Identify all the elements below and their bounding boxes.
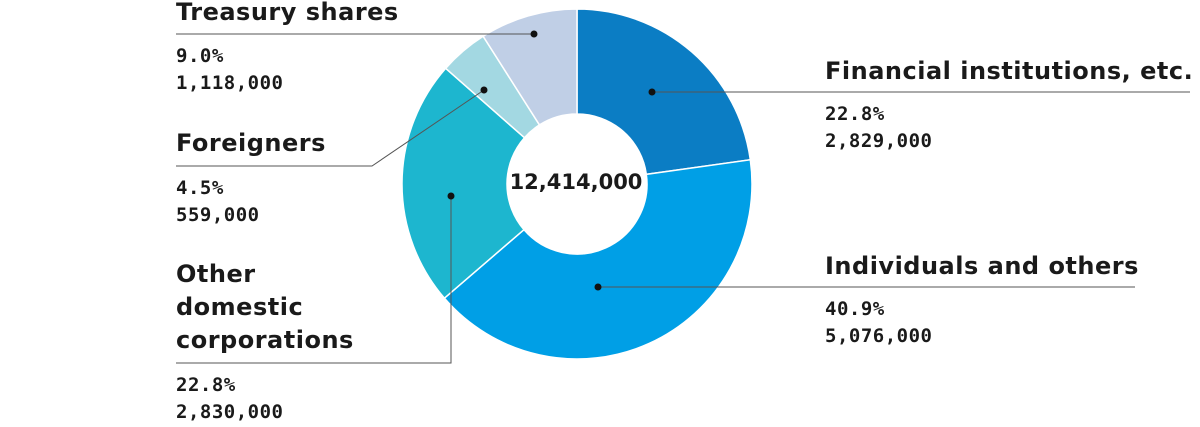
slice-other-domestic-corporations bbox=[401, 67, 526, 300]
slice-label-line: corporations bbox=[176, 326, 354, 354]
slice-percent-foreigners: 4.5% bbox=[176, 177, 224, 199]
slice-value-individuals-and-others: 5,076,000 bbox=[825, 325, 933, 347]
leader-lines bbox=[176, 30, 1190, 364]
slice-percent-treasury-shares: 9.0% bbox=[176, 45, 224, 67]
leader-dot bbox=[480, 86, 488, 94]
slice-value-treasury-shares: 1,118,000 bbox=[176, 72, 284, 94]
slice-percent-individuals-and-others: 40.9% bbox=[825, 298, 885, 320]
slice-values-foreigners: 4.5% 559,000 bbox=[176, 175, 260, 229]
slice-values-individuals-and-others: 40.9% 5,076,000 bbox=[825, 296, 932, 350]
slice-label-line: domestic bbox=[176, 293, 304, 321]
slice-values-other-domestic-corporations: 22.8% 2,830,000 bbox=[176, 372, 283, 426]
total-label: 12,414,000 bbox=[509, 170, 643, 194]
leader-dot bbox=[594, 283, 602, 291]
slice-percent-other-domestic-corporations: 22.8% bbox=[176, 374, 236, 396]
slice-value-financial-institutions: 2,829,000 bbox=[825, 130, 933, 152]
slice-values-financial-institutions: 22.8% 2,829,000 bbox=[825, 101, 932, 155]
leader-dot bbox=[530, 30, 538, 38]
slice-label-financial-institutions: Financial institutions, etc. bbox=[825, 57, 1194, 85]
slice-individuals-and-others bbox=[443, 158, 753, 360]
slice-percent-financial-institutions: 22.8% bbox=[825, 103, 885, 125]
slice-label-foreigners: Foreigners bbox=[176, 129, 326, 157]
leader-line bbox=[176, 89, 485, 167]
leader-line bbox=[176, 196, 452, 364]
slice-treasury-shares bbox=[482, 8, 578, 126]
slice-value-foreigners: 559,000 bbox=[176, 204, 260, 226]
slice-label-individuals-and-others: Individuals and others bbox=[825, 252, 1139, 280]
slice-values-treasury-shares: 9.0% 1,118,000 bbox=[176, 43, 283, 97]
slice-value-other-domestic-corporations: 2,830,000 bbox=[176, 401, 284, 423]
leader-dot bbox=[447, 192, 455, 200]
slice-label-treasury-shares: Treasury shares bbox=[176, 0, 399, 26]
donut-slices bbox=[401, 8, 753, 360]
slice-label-line: Other bbox=[176, 260, 256, 288]
leader-dot bbox=[648, 88, 656, 96]
slice-label-other-domestic-corporations: Other domestic corporations bbox=[176, 258, 354, 357]
